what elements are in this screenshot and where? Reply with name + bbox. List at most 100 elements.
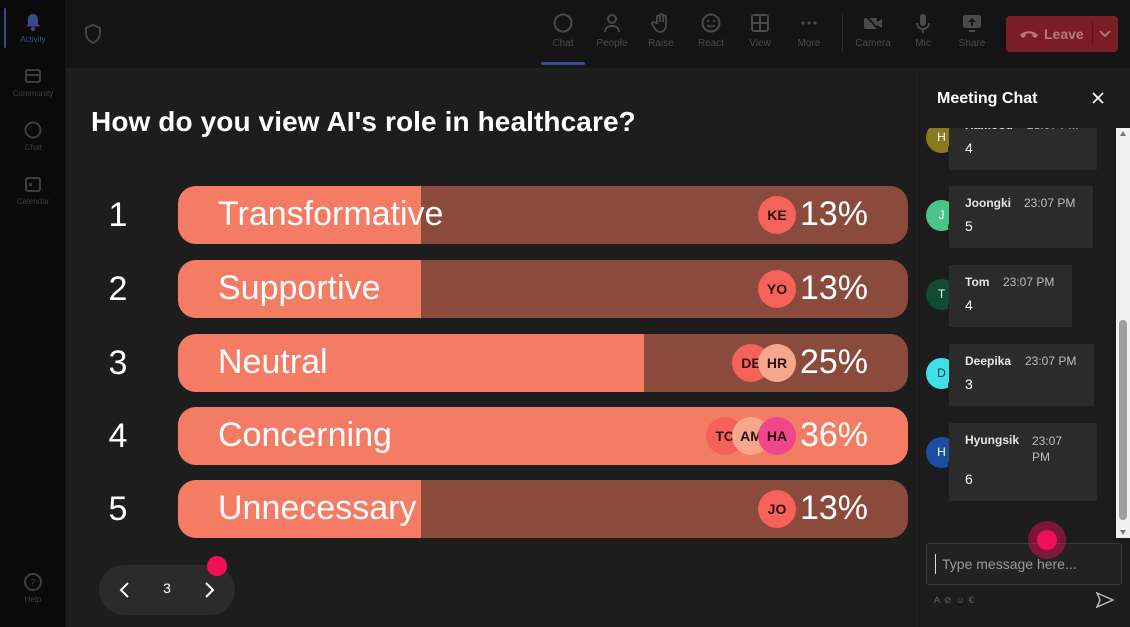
voter-avatars: JO [758, 490, 796, 528]
toolbar-view-button[interactable]: View [735, 12, 785, 49]
chat-sender-name: Deepika [965, 354, 1012, 368]
chat-title: Meeting Chat [937, 90, 1038, 107]
chat-avatar-initial: D [937, 366, 946, 380]
option-percent: 13% [799, 269, 868, 307]
calendar-icon [25, 177, 41, 192]
chat-scrollbar[interactable] [1116, 128, 1130, 538]
close-icon[interactable] [1090, 90, 1106, 106]
toolbar-chat-button[interactable]: Chat [538, 12, 588, 65]
voter-avatars: TO AM HA [706, 417, 796, 455]
option-bar: Concerning TO AM HA 36% [178, 407, 908, 465]
rail-item-help[interactable]: ? Help [0, 572, 66, 604]
app-rail: Activity Community Chat Calendar ? Help [0, 0, 66, 627]
voter-avatars: KE [758, 196, 796, 234]
scroll-thumb[interactable] [1119, 320, 1127, 520]
chat-message-text: 4 [965, 140, 973, 156]
toolbar-button-label: Raise [648, 38, 674, 49]
toolbar-raise-button[interactable]: Raise [636, 12, 686, 49]
option-bar: Supportive YO 13% [178, 260, 908, 318]
chat-message: Tom 23:07 PM 4 [949, 265, 1072, 327]
hand-icon [651, 13, 667, 33]
poll-option[interactable]: 4 Concerning TO AM HA 36% [66, 407, 917, 465]
chat-message: Hyungsik 23:07 PM 6 [949, 423, 1097, 501]
meeting-toolbar: Chat People Raise React View More Camera… [66, 0, 1130, 68]
chat-sender-name: Hamood [965, 128, 1013, 132]
scroll-up-arrow[interactable] [1120, 131, 1126, 136]
toolbar-mic-button[interactable]: Mic [898, 12, 948, 49]
option-number: 2 [108, 270, 128, 308]
people-icon [604, 14, 620, 33]
toolbar-divider [842, 14, 843, 52]
rail-active-indicator [4, 8, 6, 48]
option-percent: 36% [799, 416, 868, 454]
poll-option[interactable]: 1 Transformative KE 13% [66, 186, 917, 244]
camera-off-icon [864, 14, 882, 33]
poll-option[interactable]: 3 Neutral DE HR 25% [66, 334, 917, 392]
chat-avatar-initial: H [937, 445, 946, 459]
rail-item-label: Chat [24, 143, 42, 152]
toolbar-button-label: Mic [915, 38, 931, 49]
chat-timestamp: 23:07 PM [1032, 434, 1063, 464]
chat-avatar-initial: H [937, 130, 946, 144]
leave-button[interactable]: Leave [1006, 16, 1118, 52]
rail-item-label: Community [12, 89, 54, 98]
chat-message-list[interactable]: H Hamood 23:07 PM 4 J Joongki 23:07 PM 5 T Tom 23:… [918, 128, 1118, 538]
toolbar-react-button[interactable]: React [686, 12, 736, 49]
chat-sender-name: Joongki [965, 196, 1012, 210]
attach-icon[interactable]: ⊘ [944, 595, 956, 605]
more-icon [801, 21, 817, 25]
format-icon[interactable]: A [934, 595, 945, 605]
toolbar-more-button[interactable]: More [784, 12, 834, 49]
option-fill [178, 186, 421, 244]
chat-input-box[interactable] [926, 543, 1122, 585]
page-number: 3 [163, 580, 171, 596]
smile-icon [701, 13, 721, 33]
poll-stage: How do you view AI's role in healthcare?… [66, 68, 917, 627]
chat-timestamp: 23:07 PM [1027, 128, 1078, 132]
option-bar: Unnecessary JO 13% [178, 480, 908, 538]
toolbar-camera-button[interactable]: Camera [848, 12, 898, 49]
option-label: Supportive [218, 269, 381, 307]
poll-question: How do you view AI's role in healthcare? [91, 106, 636, 137]
option-percent: 13% [799, 195, 868, 233]
toolbar-button-label: More [797, 38, 821, 49]
chat-timestamp: 23:07 PM [1025, 354, 1077, 368]
send-icon[interactable] [1096, 592, 1114, 608]
rail-item-chat[interactable]: Chat [0, 120, 66, 152]
voter-avatars: YO [758, 270, 796, 308]
chat-avatar-initial: T [937, 287, 946, 301]
option-number: 4 [108, 417, 128, 455]
chat-timestamp: 23:07 PM [1003, 275, 1055, 289]
rail-item-community[interactable]: Community [0, 66, 66, 98]
option-fill [178, 480, 421, 538]
format-toolbar[interactable]: A⊘☺€ [934, 595, 978, 606]
leave-divider [1092, 22, 1093, 46]
poll-option[interactable]: 2 Supportive YO 13% [66, 260, 917, 318]
chevron-right-icon[interactable] [199, 578, 219, 602]
toolbar-people-button[interactable]: People [587, 12, 637, 49]
gif-icon[interactable]: € [968, 595, 978, 605]
leave-label: Leave [1044, 26, 1084, 42]
chat-message-text: 6 [965, 471, 973, 487]
chat-message-input[interactable] [935, 554, 1110, 574]
scroll-down-arrow[interactable] [1120, 530, 1126, 535]
toolbar-share-button[interactable]: Share [947, 12, 997, 49]
poll-option[interactable]: 5 Unnecessary JO 13% [66, 480, 917, 538]
chat-message: Joongki 23:07 PM 5 [949, 186, 1093, 248]
voter-avatar: YO [758, 270, 796, 308]
chat-message: Hamood 23:07 PM 4 [949, 128, 1097, 170]
option-bar: Neutral DE HR 25% [178, 334, 908, 392]
toolbar-button-label: Share [958, 38, 986, 49]
option-number: 5 [108, 490, 128, 528]
cursor-dot [1037, 530, 1057, 550]
chevron-left-icon[interactable] [115, 578, 135, 602]
rail-item-label: Calendar [16, 197, 50, 206]
toolbar-button-label: People [596, 38, 628, 49]
bell-icon [26, 14, 40, 31]
rail-item-activity[interactable]: Activity [0, 12, 66, 44]
help-icon: ? [24, 573, 42, 591]
chevron-down-icon[interactable] [1098, 28, 1112, 40]
rail-item-calendar[interactable]: Calendar [0, 174, 66, 206]
svg-text:?: ? [30, 578, 35, 589]
emoji-icon[interactable]: ☺ [955, 595, 969, 605]
